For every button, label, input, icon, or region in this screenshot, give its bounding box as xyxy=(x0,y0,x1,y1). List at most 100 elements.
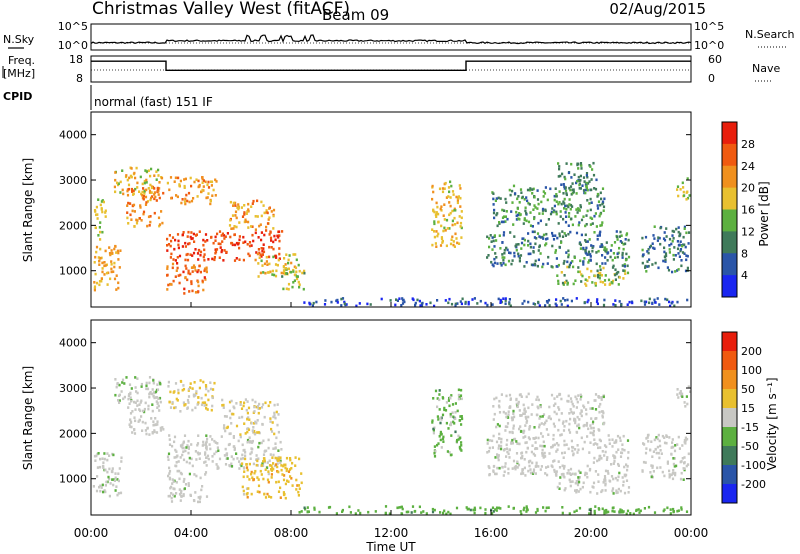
range-cell xyxy=(527,244,530,247)
range-cell xyxy=(250,244,253,247)
range-cell xyxy=(367,510,370,514)
range-cell xyxy=(253,422,256,425)
range-cell xyxy=(93,454,97,458)
range-cell xyxy=(487,254,490,257)
range-cell xyxy=(552,210,555,214)
range-cell xyxy=(262,250,266,254)
range-cell xyxy=(254,231,257,235)
range-cell xyxy=(624,238,627,241)
range-cell xyxy=(578,209,581,212)
range-cell xyxy=(206,454,210,458)
range-cell xyxy=(446,227,449,230)
range-cell xyxy=(348,505,351,509)
range-cell xyxy=(306,506,309,509)
range-cell xyxy=(546,198,549,202)
range-cell xyxy=(490,240,493,243)
range-cell xyxy=(233,233,236,236)
range-cell xyxy=(592,481,596,485)
range-cell xyxy=(442,229,445,233)
range-cell xyxy=(536,507,539,511)
range-cell xyxy=(563,202,566,205)
range-cell xyxy=(547,218,550,221)
range-cell xyxy=(129,396,132,399)
range-cell xyxy=(561,172,564,176)
range-cell xyxy=(156,420,159,423)
cpid-text: normal (fast) 151 IF xyxy=(94,95,213,109)
range-cell xyxy=(241,457,245,460)
range-cell xyxy=(558,201,561,204)
range-cell xyxy=(555,195,558,198)
range-cell xyxy=(504,425,507,428)
range-cell xyxy=(568,186,571,190)
range-cell xyxy=(553,468,556,472)
range-cell xyxy=(438,389,441,392)
range-cell xyxy=(517,217,520,220)
range-cell xyxy=(525,211,528,215)
range-cell xyxy=(126,178,129,182)
range-cell xyxy=(591,168,594,171)
range-cell xyxy=(436,443,439,447)
range-cell xyxy=(380,297,383,301)
range-cell xyxy=(614,273,617,277)
range-cell xyxy=(95,245,99,249)
range-cell xyxy=(510,210,513,213)
range-cell xyxy=(294,464,297,467)
range-cell xyxy=(583,406,586,409)
range-cell xyxy=(197,401,200,404)
range-cell xyxy=(232,201,235,205)
range-cell xyxy=(247,202,250,206)
range-cell xyxy=(662,259,665,263)
range-cell xyxy=(621,443,624,446)
range-cell xyxy=(197,280,200,284)
range-cell xyxy=(434,242,437,245)
range-cell xyxy=(441,437,445,441)
range-cell xyxy=(512,412,515,415)
range-cell xyxy=(585,214,588,217)
range-cell xyxy=(498,424,501,428)
range-cell xyxy=(443,226,446,230)
range-cell xyxy=(613,456,616,460)
range-cell xyxy=(518,257,521,260)
range-cell xyxy=(508,302,511,306)
range-cell xyxy=(167,494,170,498)
range-cell xyxy=(401,297,404,300)
range-cell xyxy=(642,442,645,445)
range-cell xyxy=(552,404,556,407)
range-cell xyxy=(168,494,171,498)
range-cell xyxy=(269,453,272,456)
range-cell xyxy=(265,209,268,212)
range-cell xyxy=(511,441,514,445)
range-cell xyxy=(577,270,580,274)
range-cell xyxy=(621,251,624,255)
range-cell xyxy=(150,196,153,200)
range-cell xyxy=(586,209,589,213)
range-cell xyxy=(151,431,154,434)
range-cell xyxy=(268,459,271,463)
range-cell xyxy=(673,304,676,308)
range-cell xyxy=(536,264,539,268)
range-cell xyxy=(508,406,511,409)
range-cell xyxy=(214,239,217,242)
range-cell xyxy=(357,509,360,512)
range-cell xyxy=(686,196,690,200)
range-cell xyxy=(505,455,508,458)
range-cell xyxy=(609,249,613,252)
range-cell xyxy=(601,262,604,265)
range-cell xyxy=(592,426,595,430)
range-cell xyxy=(147,404,150,408)
range-cell xyxy=(454,417,457,420)
range-cell xyxy=(529,211,532,214)
range-cell xyxy=(193,499,196,503)
range-cell xyxy=(128,383,132,386)
range-cell xyxy=(239,433,242,436)
range-cell xyxy=(215,463,218,466)
range-cell xyxy=(628,300,631,304)
range-cell xyxy=(108,477,111,481)
range-cell xyxy=(196,270,199,274)
range-cell xyxy=(191,254,194,257)
range-cell xyxy=(247,252,250,256)
range-cell xyxy=(592,245,595,248)
nave-tick-bottom: 0 xyxy=(708,72,715,85)
range-cell xyxy=(105,271,109,275)
